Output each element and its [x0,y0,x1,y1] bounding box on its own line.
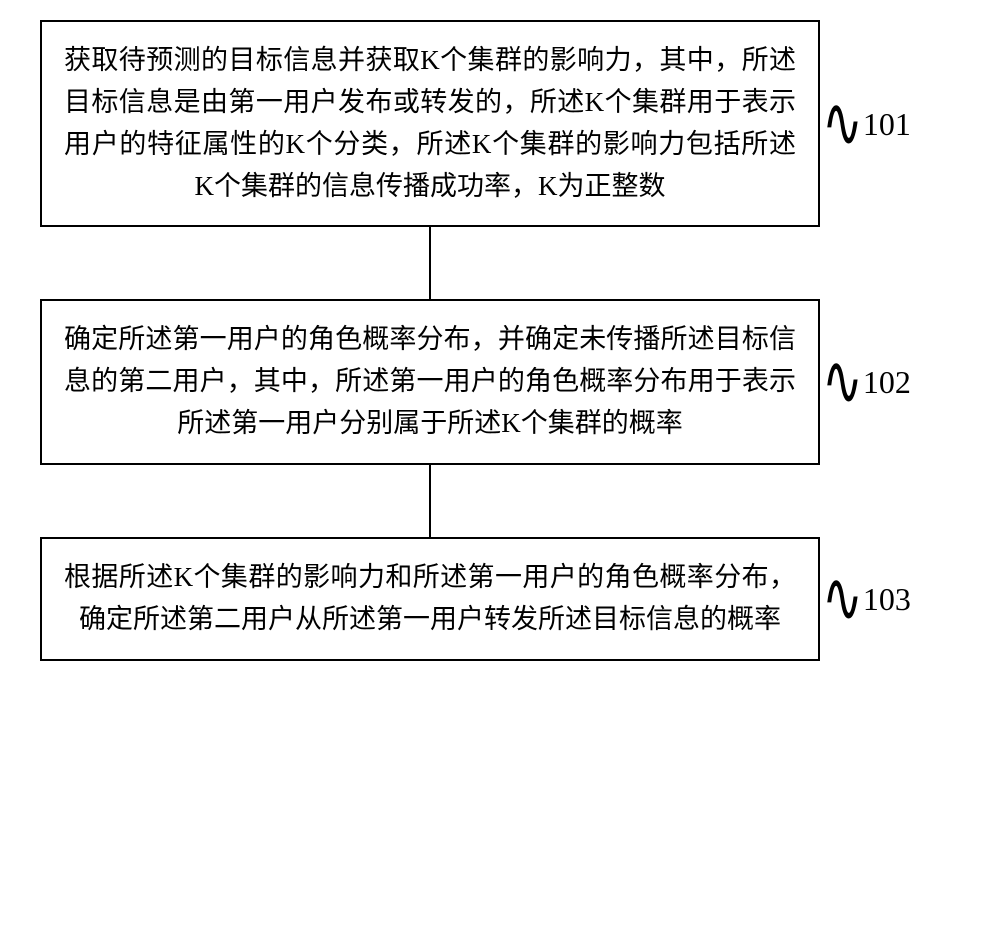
step-102-box: 确定所述第一用户的角色概率分布，并确定未传播所述目标信息的第二用户，其中，所述第… [40,299,820,465]
flowchart-container: 获取待预测的目标信息并获取K个集群的影响力，其中，所述目标信息是由第一用户发布或… [40,20,960,661]
step-102-label: ∿ 102 [824,360,911,404]
step-101-group: 获取待预测的目标信息并获取K个集群的影响力，其中，所述目标信息是由第一用户发布或… [40,20,960,227]
step-101-label: ∿ 101 [824,102,911,146]
step-103-group: 根据所述K个集群的影响力和所述第一用户的角色概率分布，确定所述第二用户从所述第一… [40,537,960,661]
step-101-number: 101 [863,108,911,140]
step-101-text: 获取待预测的目标信息并获取K个集群的影响力，其中，所述目标信息是由第一用户发布或… [64,45,796,201]
step-103-label: ∿ 103 [824,577,911,621]
tilde-icon: ∿ [822,88,863,158]
connector-1 [40,227,820,299]
tilde-icon: ∿ [822,347,863,417]
step-103-number: 103 [863,583,911,615]
tilde-icon: ∿ [822,564,863,634]
step-103-box: 根据所述K个集群的影响力和所述第一用户的角色概率分布，确定所述第二用户从所述第一… [40,537,820,661]
step-102-number: 102 [863,366,911,398]
step-102-text: 确定所述第一用户的角色概率分布，并确定未传播所述目标信息的第二用户，其中，所述第… [64,324,796,438]
step-101-box: 获取待预测的目标信息并获取K个集群的影响力，其中，所述目标信息是由第一用户发布或… [40,20,820,227]
vline-2 [429,465,432,537]
vline-1 [429,227,432,299]
step-103-text: 根据所述K个集群的影响力和所述第一用户的角色概率分布，确定所述第二用户从所述第一… [64,562,796,634]
connector-2 [40,465,820,537]
step-102-group: 确定所述第一用户的角色概率分布，并确定未传播所述目标信息的第二用户，其中，所述第… [40,299,960,465]
